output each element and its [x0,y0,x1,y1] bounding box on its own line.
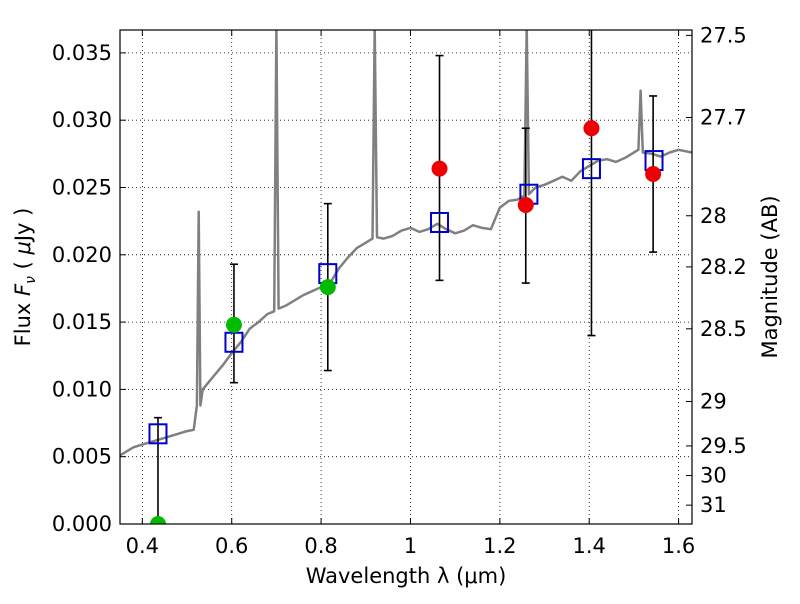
model-box [581,158,601,180]
x-tick-label: 1 [404,534,417,558]
magnitude-axis-ticks: 27.5 27.7 28 28.2 28.5 29 29.5 30 31 [686,23,747,517]
x-tick-label: 0.4 [126,534,159,558]
spectrum-line [120,30,692,457]
x-tick-label: 0.8 [304,534,337,558]
mag-tick-label: 28.5 [700,317,747,341]
y-tick-label: 0.000 [52,512,112,536]
mag-tick-label: 29 [700,390,727,414]
mag-tick-label: 28 [700,204,727,228]
y-tick-label: 0.015 [52,310,112,334]
x-tick-label: 1.2 [483,534,516,558]
x-tick-label: 1.6 [662,534,695,558]
y-tick-label: 0.030 [52,108,112,132]
x-axis-ticks: 0.4 0.6 0.8 1 1.2 1.4 1.6 [126,30,695,558]
y-tick-label: 0.020 [52,243,112,267]
model-box [148,423,168,445]
y2-axis-label: Magnitude (AB) [758,195,782,358]
y-tick-label: 0.005 [52,445,112,469]
y-tick-label: 0.035 [52,41,112,65]
mag-tick-label: 27.5 [700,23,747,47]
grid-lines [120,30,692,525]
y-axis-ticks: 0.000 0.005 0.010 0.015 0.020 0.025 0.030 0.035 [52,41,126,536]
x-tick-label: 0.6 [215,534,248,558]
mag-tick-label: 29.5 [700,434,747,458]
red-data-point [583,120,600,137]
error-bars [153,30,658,524]
y-tick-label: 0.025 [52,175,112,199]
y-axis-label: Flux Fν ( μJy ) [11,208,39,347]
x-tick-label: 1.4 [573,534,606,558]
y-tick-label: 0.010 [52,377,112,401]
green-data-point [149,516,166,524]
mag-tick-label: 30 [700,464,727,488]
green-data-point [319,279,336,296]
mag-tick-label: 28.2 [700,255,747,279]
svg-text:Flux Fν ( μJy ): Flux Fν ( μJy ) [11,208,39,347]
plot-frame [119,29,693,525]
mag-tick-label: 31 [700,493,727,517]
mag-tick-label: 27.7 [700,105,747,129]
x-axis-label: Wavelength λ (μm) [306,564,507,588]
model-box [430,211,450,233]
data-points [149,120,662,524]
green-data-point [225,316,242,333]
red-data-point [517,196,534,213]
red-data-point [645,166,662,183]
model-boxes [148,150,664,445]
red-data-point [431,160,448,177]
